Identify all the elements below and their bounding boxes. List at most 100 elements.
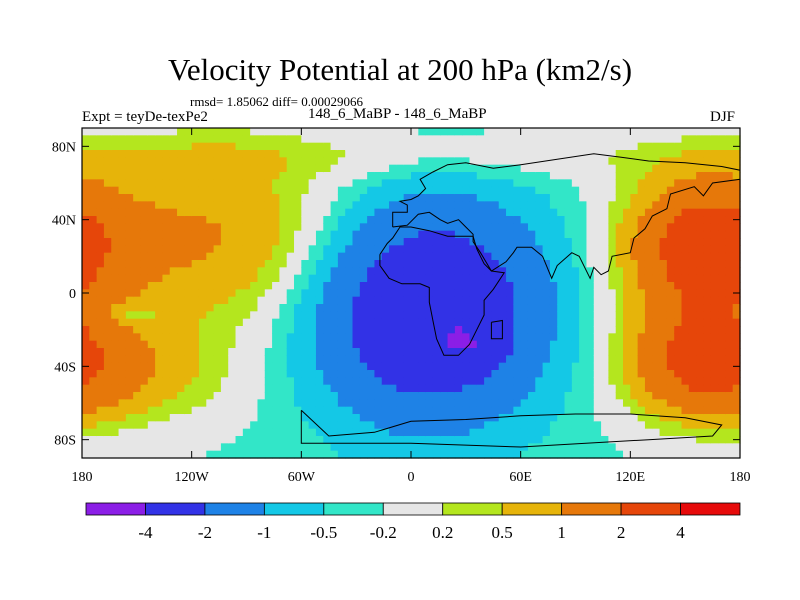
field-cell: [418, 245, 427, 254]
field-cell: [411, 230, 419, 239]
field-cell: [125, 274, 134, 283]
field-cell: [506, 208, 514, 217]
field-cell: [250, 179, 259, 188]
field-cell: [623, 304, 631, 312]
field-cell: [330, 355, 339, 364]
field-cell: [103, 443, 112, 452]
field-cell: [213, 326, 222, 334]
field-cell: [644, 399, 653, 408]
field-cell: [286, 267, 295, 276]
field-cell: [630, 333, 639, 342]
field-cell: [315, 304, 324, 312]
field-cell: [615, 164, 624, 173]
field-cell: [103, 157, 112, 166]
field-cell: [242, 311, 251, 320]
field-cell: [454, 406, 463, 415]
field-cell: [213, 355, 222, 364]
field-cell: [476, 450, 485, 459]
field-cell: [330, 216, 339, 224]
field-cell: [235, 289, 244, 298]
field-cell: [198, 348, 207, 356]
field-cell: [337, 157, 346, 166]
field-cell: [177, 421, 185, 430]
field-cell: [696, 135, 705, 144]
field-cell: [323, 414, 332, 422]
field-cell: [206, 304, 215, 312]
field-cell: [286, 443, 295, 452]
field-cell: [162, 230, 171, 239]
field-cell: [374, 399, 383, 408]
field-cell: [732, 384, 741, 393]
field-cell: [315, 362, 324, 371]
field-cell: [418, 274, 427, 283]
field-cell: [593, 216, 602, 224]
field-cell: [352, 267, 361, 276]
field-cell: [235, 282, 244, 290]
field-cell: [484, 230, 493, 239]
field-cell: [593, 384, 602, 393]
field-cell: [527, 252, 536, 261]
field-cell: [213, 208, 222, 217]
field-cell: [571, 142, 580, 151]
field-cell: [103, 194, 112, 202]
field-cell: [89, 274, 98, 283]
field-cell: [125, 370, 134, 378]
field-cell: [644, 311, 653, 320]
field-cell: [147, 194, 156, 202]
field-cell: [147, 406, 156, 415]
field-cell: [330, 414, 339, 422]
field-cell: [688, 414, 697, 422]
field-cell: [184, 201, 193, 210]
field-cell: [118, 142, 127, 151]
field-cell: [608, 157, 617, 166]
field-cell: [549, 384, 558, 393]
field-cell: [666, 399, 675, 408]
field-cell: [579, 362, 588, 371]
field-cell: [484, 274, 493, 283]
field-cell: [491, 260, 500, 268]
field-cell: [345, 399, 354, 408]
field-cell: [571, 172, 580, 180]
field-cell: [498, 128, 507, 136]
field-cell: [191, 230, 200, 239]
field-cell: [133, 304, 142, 312]
field-cell: [198, 333, 207, 342]
field-cell: [396, 428, 405, 437]
field-cell: [403, 267, 412, 276]
field-cell: [242, 157, 251, 166]
field-cell: [696, 304, 705, 312]
field-cell: [367, 282, 376, 290]
field-cell: [696, 370, 705, 378]
field-cell: [637, 179, 646, 188]
field-cell: [440, 216, 449, 224]
field-cell: [520, 274, 529, 283]
field-cell: [586, 245, 595, 254]
field-cell: [498, 311, 507, 320]
field-cell: [623, 333, 631, 342]
field-cell: [506, 296, 514, 305]
field-cell: [96, 333, 105, 342]
field-cell: [396, 304, 405, 312]
field-cell: [396, 384, 405, 393]
field-cell: [484, 238, 493, 246]
field-cell: [235, 377, 244, 386]
field-cell: [411, 450, 419, 459]
field-cell: [272, 326, 280, 334]
field-cell: [491, 318, 500, 327]
field-cell: [286, 370, 295, 378]
field-cell: [630, 179, 639, 188]
field-cell: [396, 186, 405, 195]
field-cell: [198, 311, 207, 320]
field-cell: [615, 399, 624, 408]
field-cell: [688, 223, 697, 232]
field-cell: [257, 135, 266, 144]
field-cell: [103, 142, 112, 151]
field-cell: [476, 406, 485, 415]
field-cell: [359, 450, 368, 459]
field-cell: [615, 421, 624, 430]
field-cell: [557, 238, 566, 246]
field-cell: [513, 318, 522, 327]
field-cell: [601, 443, 609, 452]
field-cell: [484, 164, 493, 173]
field-cell: [542, 414, 551, 422]
